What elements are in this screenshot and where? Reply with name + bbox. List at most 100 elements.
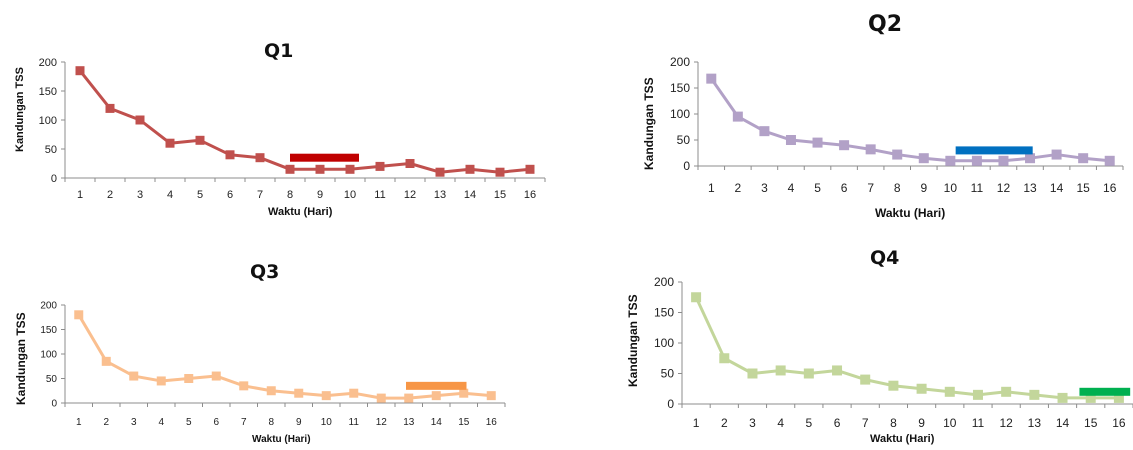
y-tick-label: 200 <box>39 57 57 69</box>
x-tick-label: 6 <box>213 417 219 428</box>
x-tick-label: 10 <box>944 181 958 195</box>
chart-q2: Q2 Kandungan TSS Waktu (Hari) 0 50 100 150 2… <box>560 0 1133 225</box>
data-point <box>74 310 84 320</box>
x-tick-label: 13 <box>1028 416 1042 430</box>
y-tick-label: 150 <box>40 325 57 336</box>
data-point <box>775 365 786 376</box>
data-point <box>1113 392 1124 403</box>
x-tick-label: 1 <box>76 417 82 428</box>
series-line <box>694 296 1119 400</box>
chart-title: Q4 <box>870 247 900 269</box>
x-tick-label: 10 <box>321 417 333 428</box>
data-point <box>165 138 175 148</box>
y-tick-label: 200 <box>654 275 674 289</box>
data-point <box>459 388 469 398</box>
y-tick-label: 150 <box>670 81 690 95</box>
x-tick-label: 7 <box>257 189 263 201</box>
data-point <box>1104 155 1115 166</box>
x-tick-label: 6 <box>227 189 233 201</box>
x-tick-label: 5 <box>186 417 192 428</box>
x-tick-label: 15 <box>458 417 470 428</box>
highlight-bar <box>1079 387 1131 396</box>
data-point <box>376 393 386 403</box>
x-tick-label: 2 <box>107 189 113 201</box>
x-tick-label: 3 <box>761 181 768 195</box>
y-tick-label: 100 <box>670 107 690 121</box>
data-point <box>375 161 385 171</box>
y-tick-label: 0 <box>667 397 674 411</box>
data-point <box>918 153 929 164</box>
x-tick-label: 3 <box>131 417 137 428</box>
chart-q3: Q3 Kandungan TSS Waktu (Hari) 0 50 100 150 2… <box>0 225 560 450</box>
chart-title: Q3 <box>250 261 280 283</box>
x-tick-label: 14 <box>431 417 443 428</box>
y-tick-label: 50 <box>46 374 58 385</box>
y-tick-label: 100 <box>40 350 57 361</box>
y-tick-label: 200 <box>40 301 57 312</box>
data-point <box>706 73 717 84</box>
x-tick-label: 16 <box>524 189 536 201</box>
x-tick-label: 2 <box>721 416 728 430</box>
data-point <box>1001 386 1012 397</box>
x-tick-label: 9 <box>317 189 323 201</box>
chart-title: Q2 <box>868 12 903 37</box>
x-tick-label: 8 <box>268 417 274 428</box>
series-line <box>78 69 531 174</box>
data-point <box>812 137 823 148</box>
data-point <box>156 376 166 386</box>
x-tick-label: 5 <box>806 416 813 430</box>
x-tick-label: 16 <box>1103 181 1117 195</box>
y-tick-label: 150 <box>654 306 674 320</box>
x-tick-label: 16 <box>486 417 498 428</box>
y-tick-label: 0 <box>51 173 57 185</box>
x-tick-label: 7 <box>241 417 247 428</box>
data-point <box>803 368 814 379</box>
data-point <box>732 111 743 122</box>
x-tick-label: 12 <box>999 416 1013 430</box>
data-point <box>944 386 955 397</box>
data-point <box>691 292 702 303</box>
x-tick-label: 7 <box>867 181 874 195</box>
data-point <box>525 164 535 174</box>
data-point <box>972 389 983 400</box>
y-tick-label: 50 <box>45 144 57 156</box>
highlight-bar <box>290 153 359 162</box>
x-axis-label: Waktu (Hari) <box>252 434 311 445</box>
y-tick-label: 150 <box>39 86 57 98</box>
data-point <box>266 386 276 396</box>
data-point <box>321 391 331 401</box>
data-point <box>759 126 770 137</box>
x-tick-label: 15 <box>1076 181 1090 195</box>
data-point <box>971 155 982 166</box>
data-point <box>135 115 145 125</box>
x-tick-label: 5 <box>197 189 203 201</box>
x-tick-label: 11 <box>374 189 385 201</box>
data-point <box>75 66 85 76</box>
data-point <box>349 388 359 398</box>
x-tick-label: 2 <box>735 181 742 195</box>
data-point <box>404 393 414 403</box>
data-point <box>945 155 956 166</box>
y-tick-label: 0 <box>51 399 57 410</box>
data-point <box>195 135 205 145</box>
y-tick-label: 50 <box>677 133 691 147</box>
x-tick-label: 14 <box>464 189 476 201</box>
x-tick-label: 8 <box>287 189 293 201</box>
x-tick-label: 7 <box>862 416 869 430</box>
y-tick-label: 50 <box>661 367 675 381</box>
data-point <box>1078 153 1089 164</box>
x-tick-label: 2 <box>103 417 109 428</box>
data-point <box>285 164 295 174</box>
x-axis-label: Waktu (Hari) <box>870 433 935 445</box>
y-tick-label: 0 <box>683 159 690 173</box>
x-tick-label: 13 <box>403 417 415 428</box>
chart-title: Q1 <box>264 40 294 62</box>
series-line <box>710 77 1110 163</box>
x-tick-label: 15 <box>1084 416 1098 430</box>
x-tick-label: 5 <box>814 181 821 195</box>
data-point <box>211 371 221 381</box>
data-point <box>1051 149 1062 160</box>
x-tick-label: 16 <box>1112 416 1126 430</box>
data-point <box>998 155 1009 166</box>
x-tick-label: 9 <box>296 417 302 428</box>
